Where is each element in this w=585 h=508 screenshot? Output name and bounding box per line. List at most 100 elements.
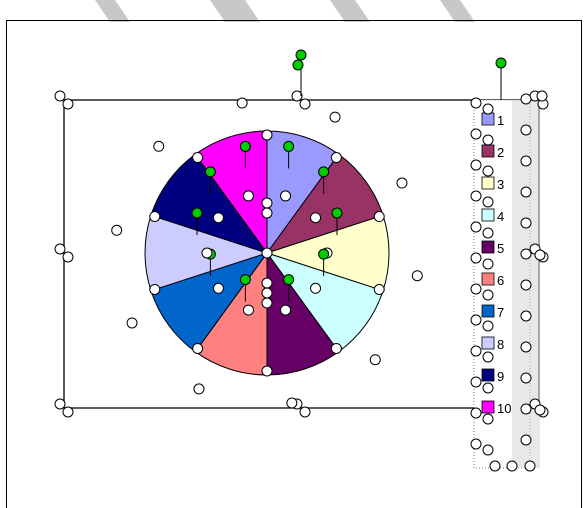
slice-handle[interactable] <box>212 212 224 224</box>
resize-handle[interactable] <box>470 376 482 388</box>
rotate-handle[interactable] <box>292 59 304 71</box>
resize-handle[interactable] <box>470 438 482 450</box>
slice-handle[interactable] <box>310 282 322 294</box>
slice-handle[interactable] <box>330 152 342 164</box>
resize-handle[interactable] <box>506 460 518 472</box>
adjust-handle[interactable] <box>239 274 251 286</box>
resize-handle[interactable] <box>520 310 532 322</box>
slice-handle[interactable] <box>201 247 213 259</box>
resize-handle[interactable] <box>470 97 482 109</box>
adjust-handle[interactable] <box>191 207 203 219</box>
rotate-handle[interactable] <box>295 49 307 61</box>
resize-handle[interactable] <box>482 320 494 332</box>
resize-handle[interactable] <box>482 289 494 301</box>
resize-handle[interactable] <box>520 434 532 446</box>
slice-handle[interactable] <box>369 354 381 366</box>
resize-handle[interactable] <box>470 283 482 295</box>
slice-handle[interactable] <box>373 283 385 295</box>
resize-handle[interactable] <box>62 98 74 110</box>
slice-handle[interactable] <box>149 211 161 223</box>
resize-handle[interactable] <box>520 248 532 260</box>
slice-handle[interactable] <box>261 365 273 377</box>
slice-handle[interactable] <box>153 140 165 152</box>
resize-handle[interactable] <box>520 155 532 167</box>
resize-handle[interactable] <box>54 90 66 102</box>
slice-handle[interactable] <box>192 342 204 354</box>
slice-handle[interactable] <box>396 177 408 189</box>
resize-handle[interactable] <box>520 341 532 353</box>
slice-handle[interactable] <box>280 304 292 316</box>
resize-handle[interactable] <box>470 159 482 171</box>
slice-handle[interactable] <box>242 190 254 202</box>
slice-handle[interactable] <box>111 224 123 236</box>
slice-handle[interactable] <box>411 270 423 282</box>
resize-handle[interactable] <box>524 460 536 472</box>
slice-handle[interactable] <box>149 283 161 295</box>
resize-handle[interactable] <box>520 279 532 291</box>
adjust-handle[interactable] <box>283 140 295 152</box>
slice-handle[interactable] <box>261 207 273 219</box>
resize-handle[interactable] <box>536 90 548 102</box>
resize-handle[interactable] <box>299 98 311 110</box>
slice-handle[interactable] <box>330 342 342 354</box>
resize-handle[interactable] <box>534 404 546 416</box>
adjust-handle[interactable] <box>331 207 343 219</box>
resize-handle[interactable] <box>470 128 482 140</box>
slice-handle[interactable] <box>286 397 298 409</box>
resize-handle[interactable] <box>470 221 482 233</box>
resize-handle[interactable] <box>534 249 546 261</box>
slice-handle[interactable] <box>261 129 273 141</box>
selection-handles <box>54 49 549 472</box>
resize-handle[interactable] <box>520 372 532 384</box>
slice-handle[interactable] <box>261 297 273 309</box>
resize-handle[interactable] <box>470 190 482 202</box>
resize-handle[interactable] <box>482 103 494 115</box>
adjust-handle[interactable] <box>318 248 330 260</box>
adjust-handle[interactable] <box>204 166 216 178</box>
adjust-handle[interactable] <box>283 274 295 286</box>
adjust-handle[interactable] <box>239 140 251 152</box>
resize-handle[interactable] <box>62 251 74 263</box>
resize-handle[interactable] <box>482 134 494 146</box>
slice-handle[interactable] <box>192 152 204 164</box>
resize-handle[interactable] <box>520 93 532 105</box>
slice-handle[interactable] <box>373 211 385 223</box>
resize-handle[interactable] <box>482 382 494 394</box>
adjust-handle[interactable] <box>318 166 330 178</box>
resize-handle[interactable] <box>291 90 303 102</box>
resize-handle[interactable] <box>520 124 532 136</box>
slice-handle[interactable] <box>193 383 205 395</box>
resize-handle[interactable] <box>489 460 501 472</box>
center-handle[interactable] <box>261 247 273 259</box>
resize-handle[interactable] <box>482 165 494 177</box>
slice-handle[interactable] <box>242 304 254 316</box>
resize-handle[interactable] <box>62 406 74 418</box>
resize-handle[interactable] <box>520 217 532 229</box>
resize-handle[interactable] <box>54 243 66 255</box>
slice-handle[interactable] <box>212 282 224 294</box>
slice-handle[interactable] <box>310 212 322 224</box>
slice-handle[interactable] <box>261 277 273 289</box>
resize-handle[interactable] <box>482 351 494 363</box>
slice-handle[interactable] <box>261 287 273 299</box>
slice-handle[interactable] <box>280 190 292 202</box>
resize-handle[interactable] <box>470 314 482 326</box>
resize-handle[interactable] <box>470 407 482 419</box>
resize-handle[interactable] <box>482 227 494 239</box>
slice-handle[interactable] <box>236 97 248 109</box>
resize-handle[interactable] <box>520 186 532 198</box>
resize-handle[interactable] <box>482 196 494 208</box>
slice-handle[interactable] <box>261 197 273 209</box>
resize-handle[interactable] <box>299 406 311 418</box>
resize-handle[interactable] <box>54 398 66 410</box>
rotate-handle[interactable] <box>495 57 507 69</box>
resize-handle[interactable] <box>470 252 482 264</box>
resize-handle[interactable] <box>482 258 494 270</box>
slice-handle[interactable] <box>329 111 341 123</box>
resize-handle[interactable] <box>482 444 494 456</box>
resize-handle[interactable] <box>482 413 494 425</box>
slice-handle[interactable] <box>126 317 138 329</box>
resize-handle[interactable] <box>470 345 482 357</box>
resize-handle[interactable] <box>520 403 532 415</box>
